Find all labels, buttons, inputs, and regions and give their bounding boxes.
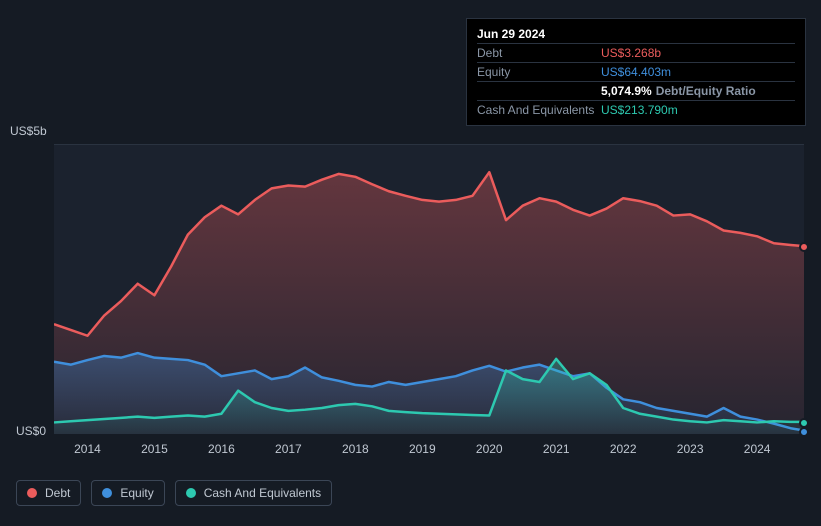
legend-dot-icon — [27, 488, 37, 498]
equity-end-marker-icon — [799, 427, 809, 437]
legend-item[interactable]: Cash And Equivalents — [175, 480, 332, 506]
y-axis-top: US$5b — [10, 124, 46, 138]
x-axis-tick: 2020 — [476, 442, 503, 456]
legend-dot-icon — [186, 488, 196, 498]
tooltip-row: 5,074.9%Debt/Equity Ratio — [477, 82, 795, 101]
legend-item[interactable]: Equity — [91, 480, 164, 506]
tooltip-date: Jun 29 2024 — [477, 27, 545, 41]
tooltip-row-value: US$213.790m — [601, 103, 795, 117]
x-axis-tick: 2019 — [409, 442, 436, 456]
plot-region[interactable] — [54, 144, 804, 434]
legend-item[interactable]: Debt — [16, 480, 81, 506]
debt-end-marker-icon — [799, 242, 809, 252]
tooltip-row-value: 5,074.9%Debt/Equity Ratio — [601, 84, 795, 98]
y-axis-bottom: US$0 — [10, 424, 46, 438]
x-axis-tick: 2023 — [677, 442, 704, 456]
cash-end-marker-icon — [799, 418, 809, 428]
tooltip-row-label: Debt — [477, 46, 601, 60]
tooltip-row-sub: Debt/Equity Ratio — [656, 84, 756, 98]
chart-area: US$5b US$0 20142015201620172018201920202… — [16, 124, 806, 476]
x-axis-tick: 2017 — [275, 442, 302, 456]
tooltip-row: Cash And EquivalentsUS$213.790m — [477, 101, 795, 119]
x-axis-tick: 2015 — [141, 442, 168, 456]
tooltip-panel: Jun 29 2024 DebtUS$3.268bEquityUS$64.403… — [466, 18, 806, 126]
tooltip-row-value: US$3.268b — [601, 46, 795, 60]
x-axis-tick: 2016 — [208, 442, 235, 456]
tooltip-row: DebtUS$3.268b — [477, 44, 795, 63]
legend-item-label: Debt — [45, 486, 70, 500]
legend: Debt Equity Cash And Equivalents — [16, 480, 332, 506]
tooltip-row-label: Cash And Equivalents — [477, 103, 601, 117]
tooltip-row: EquityUS$64.403m — [477, 63, 795, 82]
x-axis-tick: 2021 — [543, 442, 570, 456]
x-axis-tick: 2018 — [342, 442, 369, 456]
tooltip-row-value: US$64.403m — [601, 65, 795, 79]
x-axis-tick: 2014 — [74, 442, 101, 456]
legend-item-label: Cash And Equivalents — [204, 486, 321, 500]
x-axis-tick: 2024 — [744, 442, 771, 456]
legend-dot-icon — [102, 488, 112, 498]
tooltip-row-label — [477, 84, 601, 98]
tooltip-row-label: Equity — [477, 65, 601, 79]
x-axis-tick: 2022 — [610, 442, 637, 456]
legend-item-label: Equity — [120, 486, 153, 500]
